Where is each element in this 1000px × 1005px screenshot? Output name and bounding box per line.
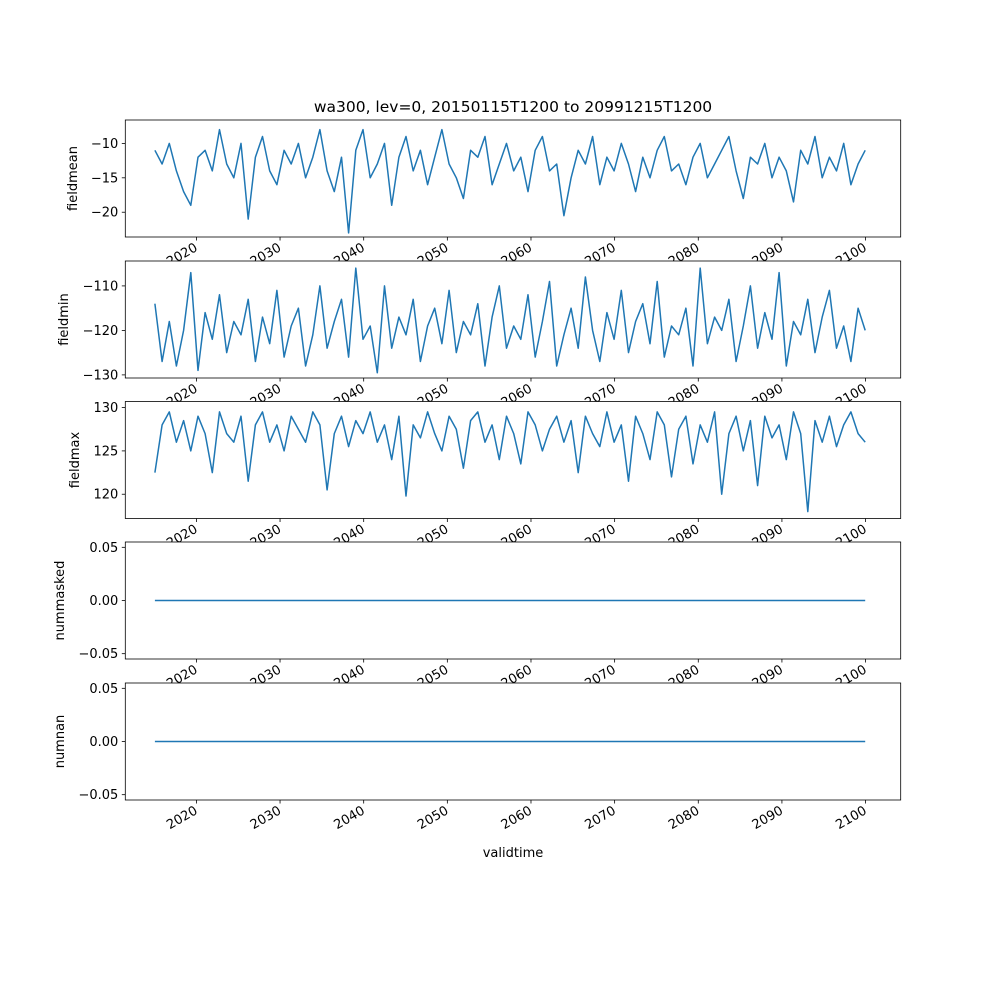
series-line-fieldmean: [154, 128, 866, 234]
y-axis-label: fieldmin: [57, 293, 72, 346]
y-tick-label: −20: [91, 206, 118, 221]
x-tick-label: 2090: [750, 803, 786, 833]
x-tick-label: 2030: [248, 803, 284, 833]
axes-face: [125, 261, 901, 378]
axes-frame: [124, 260, 902, 379]
y-axis-label: nummasked: [53, 561, 68, 641]
y-tick-label: 0.00: [89, 594, 118, 609]
y-tick-label: −130: [83, 368, 119, 383]
axes-face: [125, 401, 901, 519]
y-tick-label: 0.00: [89, 735, 118, 750]
x-tick-label: 2040: [332, 803, 368, 833]
y-tick-label: −0.05: [78, 788, 118, 803]
y-axis-label: fieldmean: [66, 146, 81, 211]
y-tick-label: −15: [91, 171, 118, 186]
y-tick-label: −110: [83, 279, 119, 294]
y-axis-label: numnan: [53, 715, 68, 769]
x-tick-label: 2070: [582, 803, 618, 833]
y-tick-label: 130: [93, 401, 118, 416]
series-line-fieldmax: [154, 411, 866, 513]
x-tick-label: 2100: [833, 803, 869, 833]
subplot-numnan: −0.05 0.00 0.05 2020 2030 2040 2050 2060 2070 208…: [53, 682, 902, 861]
x-tick-label: 2050: [415, 803, 451, 833]
x-tick-label: 2080: [666, 803, 702, 833]
y-tick-label: 125: [93, 444, 118, 459]
axes-frame: [124, 401, 902, 519]
y-tick-label: 0.05: [89, 682, 118, 697]
y-tick-label: 120: [93, 488, 118, 503]
x-tick-label: 2020: [164, 803, 200, 833]
x-axis-label: validtime: [483, 846, 544, 861]
y-tick-label: −120: [83, 324, 119, 339]
y-axis-label: fieldmax: [68, 432, 83, 489]
axes-frame: [124, 119, 902, 238]
series-line-fieldmin: [154, 267, 866, 374]
x-tick-label: 2060: [499, 803, 535, 833]
axes-face: [125, 120, 901, 237]
chart-title: wa300, lev=0, 20150115T1200 to 20991215T…: [314, 98, 712, 116]
y-tick-label: −0.05: [78, 647, 118, 662]
y-tick-label: 0.05: [89, 541, 118, 556]
y-tick-label: −10: [91, 137, 118, 152]
